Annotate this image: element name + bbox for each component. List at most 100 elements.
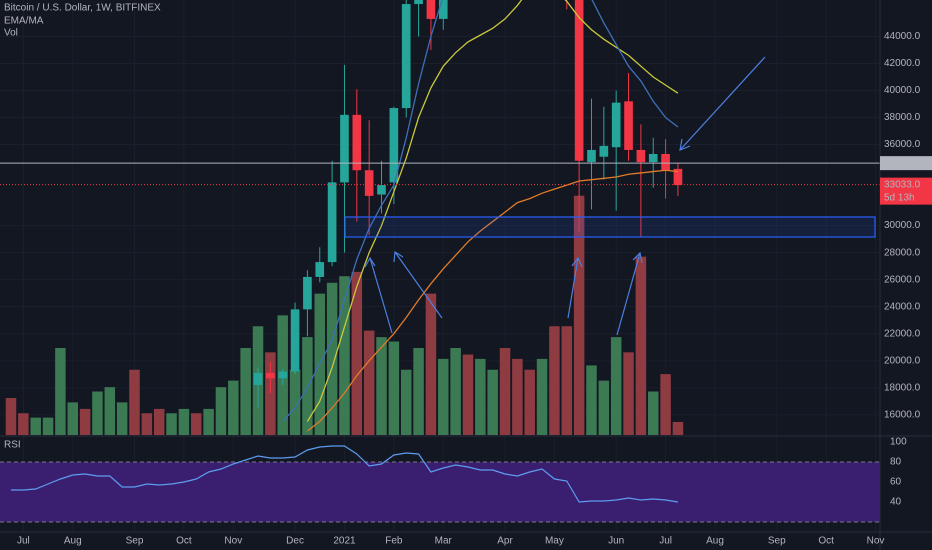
- candle-body: [599, 145, 609, 157]
- x-tick-label: Nov: [224, 536, 242, 547]
- price-label: 33033.0: [884, 179, 921, 190]
- volume-bar: [610, 337, 622, 435]
- indicator-label: EMA/MA: [4, 16, 44, 27]
- volume-bar: [302, 337, 313, 435]
- volume-bar: [240, 348, 251, 435]
- volume-bar: [549, 326, 560, 435]
- candle-body: [389, 108, 399, 183]
- x-tick-label: Sep: [126, 536, 144, 547]
- volume-bar: [265, 352, 276, 435]
- volume-bar: [42, 417, 54, 435]
- x-tick-label: Oct: [176, 536, 192, 547]
- x-tick-label: Aug: [706, 536, 724, 547]
- volume-bar: [79, 408, 91, 435]
- candle-body: [574, 0, 584, 161]
- candle-body: [364, 170, 374, 196]
- arrow: [567, 257, 579, 319]
- volume-bar: [215, 387, 227, 435]
- candle-body: [624, 101, 633, 150]
- x-tick-label: Aug: [64, 536, 82, 547]
- volume-bar: [660, 374, 671, 435]
- volume-bar: [450, 348, 461, 435]
- indicator-line: [306, 0, 679, 422]
- volume-bar: [672, 421, 684, 435]
- volume-bar: [635, 256, 647, 435]
- y-tick-label: 60: [890, 477, 902, 488]
- grid: [0, 0, 880, 532]
- y-tick-label: 44000.0: [884, 31, 921, 42]
- volume-bar: [178, 408, 190, 435]
- arrow: [616, 252, 641, 336]
- candle-body: [290, 309, 300, 372]
- x-tick-label: Dec: [286, 536, 304, 547]
- volume-bar: [524, 369, 535, 435]
- volume-bar: [573, 195, 585, 435]
- candle-body: [340, 114, 349, 183]
- volume-bar: [647, 391, 659, 435]
- indicator-line: [307, 169, 679, 432]
- x-tick-label: Jul: [659, 536, 672, 547]
- arrowhead: [393, 250, 404, 263]
- chart-title: Bitcoin / U.S. Dollar, 1W, BITFINEX: [4, 3, 161, 14]
- volume-bar: [326, 282, 338, 435]
- y-tick-label: 26000.0: [884, 274, 921, 285]
- volume-bar: [67, 402, 78, 435]
- y-tick-label: 16000.0: [884, 409, 921, 420]
- candle-body: [266, 372, 275, 379]
- x-tick-label: Jul: [17, 536, 30, 547]
- candle-body: [401, 4, 411, 109]
- volume-bar: [475, 358, 486, 435]
- arrow: [394, 251, 443, 319]
- x-tick-label: May: [545, 536, 564, 547]
- volume-bar: [129, 369, 140, 435]
- candle-body: [661, 154, 670, 171]
- y-tick-label: 40: [890, 497, 902, 508]
- volume-bar: [92, 391, 103, 435]
- volume-bar: [388, 341, 400, 435]
- y-tick-label: 18000.0: [884, 382, 921, 393]
- y-tick-label: 20000.0: [884, 355, 921, 366]
- x-tick-label: Nov: [867, 536, 885, 547]
- volume-bar: [141, 413, 153, 435]
- rsi-line: [10, 445, 679, 503]
- volume-bar: [363, 330, 375, 435]
- rsi-title: RSI: [4, 440, 21, 451]
- candle-body: [315, 262, 325, 277]
- volume-bar: [400, 369, 412, 435]
- candle-body: [648, 154, 658, 163]
- x-tick-label: 2021: [333, 536, 356, 547]
- volume-bar: [5, 398, 17, 435]
- volume-bar: [55, 348, 66, 435]
- volume-bar: [30, 417, 41, 435]
- candle-body: [303, 276, 312, 310]
- x-tick-label: Oct: [818, 536, 834, 547]
- y-tick-label: 100: [890, 437, 907, 448]
- rsi-pane: [0, 445, 880, 523]
- candle-body: [327, 182, 337, 263]
- volume-bar: [104, 387, 116, 435]
- volume-bar: [351, 271, 363, 435]
- y-tick-label: 36000.0: [884, 139, 921, 150]
- arrowhead: [632, 251, 643, 264]
- volume-bar: [228, 380, 239, 435]
- x-tick-label: Jun: [608, 536, 624, 547]
- arrow: [679, 56, 766, 151]
- rsi-band: [0, 462, 880, 522]
- volume-bar: [462, 354, 474, 435]
- x-tick-label: Mar: [435, 536, 453, 547]
- x-tick-label: Apr: [497, 536, 513, 547]
- y-tick-label: 38000.0: [884, 112, 921, 123]
- candle-body: [278, 371, 288, 379]
- price-pane: [0, 0, 880, 435]
- volume-bar: [623, 352, 634, 435]
- price-label: 34624.3: [884, 158, 921, 169]
- price-label-box: [880, 156, 932, 171]
- candle-body: [587, 149, 596, 163]
- annotations: [344, 56, 876, 336]
- candle-body: [253, 372, 263, 386]
- volume-bar: [425, 293, 437, 435]
- arrowhead: [364, 256, 376, 268]
- candle-body: [414, 0, 423, 5]
- volume-bar: [116, 402, 128, 435]
